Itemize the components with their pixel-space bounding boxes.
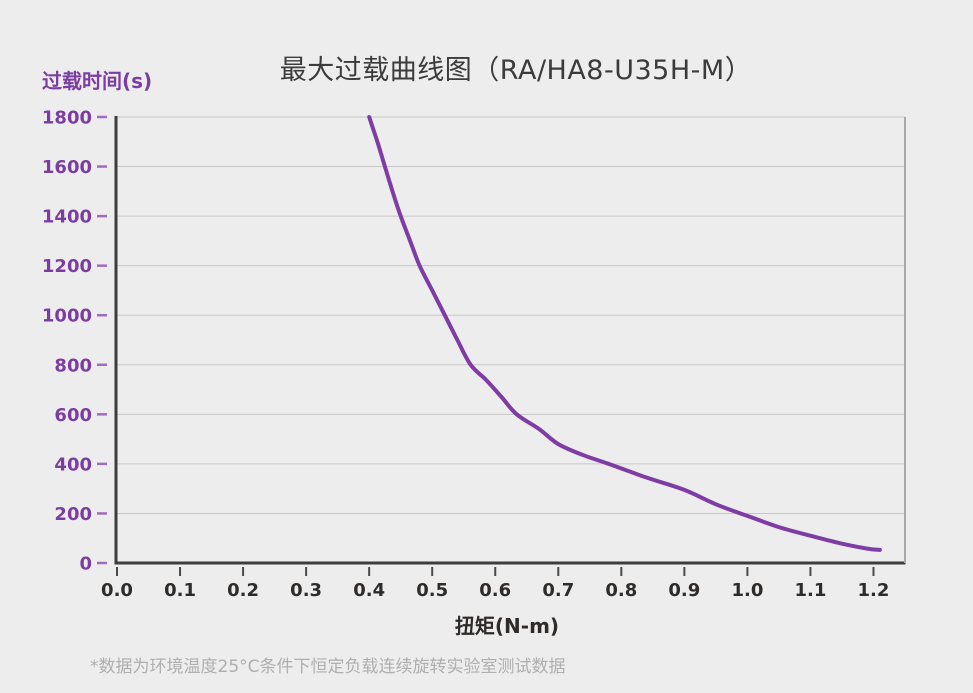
y-axis-title: 过载时间(s) xyxy=(42,69,153,93)
y-tick-label: 200 xyxy=(54,504,92,525)
x-tick-label: 0.5 xyxy=(416,580,448,601)
x-tick-label: 0.4 xyxy=(353,580,385,601)
x-axis-title: 扭矩(N-m) xyxy=(454,614,560,638)
x-tick-label: 1.1 xyxy=(794,580,826,601)
axes xyxy=(114,116,906,565)
y-tick-label: 1400 xyxy=(42,207,92,228)
y-tick-label: 0 xyxy=(79,554,92,575)
gridlines xyxy=(116,116,905,514)
chart-title: 最大过载曲线图（RA/HA8-U35H-M） xyxy=(279,55,753,86)
tick-marks xyxy=(97,115,875,576)
y-tick-label: 1200 xyxy=(42,256,92,277)
y-tick-labels: 0 200 400 600 800 1000 1200 1400 1600 1800 xyxy=(42,108,92,575)
y-tick-label: 1800 xyxy=(42,108,92,129)
x-tick-label: 0.8 xyxy=(605,580,637,601)
x-tick-label: 0.7 xyxy=(542,580,574,601)
footnote: *数据为环境温度25°C条件下恒定负载连续旋转实验室测试数据 xyxy=(90,657,566,677)
y-tick-label: 1600 xyxy=(42,157,92,178)
x-tick-label: 0.2 xyxy=(227,580,259,601)
x-tick-label: 1.0 xyxy=(731,580,763,601)
y-tick-label: 400 xyxy=(54,454,92,475)
x-tick-label: 0.1 xyxy=(164,580,196,601)
y-tick-label: 800 xyxy=(54,355,92,376)
x-tick-label: 0.6 xyxy=(479,580,511,601)
x-tick-labels: 0.0 0.1 0.2 0.3 0.4 0.5 0.6 0.7 0.8 0.9 1.0 1.1 1.2 xyxy=(101,580,889,601)
x-tick-label: 0.0 xyxy=(101,580,133,601)
x-tick-label: 1.2 xyxy=(858,580,890,601)
x-tick-label: 0.9 xyxy=(668,580,700,601)
overload-curve xyxy=(367,115,882,552)
y-tick-label: 600 xyxy=(54,405,92,426)
x-tick-label: 0.3 xyxy=(290,580,322,601)
y-tick-label: 1000 xyxy=(42,306,92,327)
overload-curve-series xyxy=(367,115,882,552)
